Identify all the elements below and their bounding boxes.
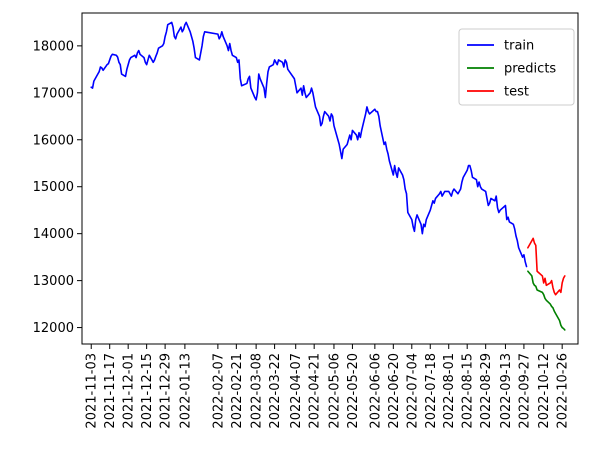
x-tick-label: 2022-04-07: [289, 353, 304, 429]
x-tick-label: 2022-07-04: [405, 353, 420, 429]
x-tick-label: 2022-08-15: [461, 353, 476, 429]
x-axis: 2021-11-03 2021-11-17 2021-12-01 2021-12-15…: [85, 344, 571, 429]
y-tick-label: 15000: [33, 180, 74, 195]
legend: train predicts test: [458, 28, 575, 106]
legend-label-predicts: predicts: [504, 62, 556, 77]
y-tick-label: 14000: [33, 227, 74, 242]
x-tick-label: 2022-10-12: [537, 353, 552, 429]
legend-box: [458, 28, 575, 106]
x-tick-label: 2021-11-03: [85, 353, 100, 429]
series-line-predicts: [527, 270, 566, 331]
plot-frame: [81, 12, 579, 345]
legend-label-train: train: [504, 39, 534, 54]
x-tick-label: 2022-04-21: [308, 353, 323, 429]
x-tick-label: 2022-08-01: [442, 353, 457, 429]
series-line-train: [90, 21, 528, 268]
x-tick-label: 2022-03-08: [250, 353, 265, 429]
series-line-test: [527, 237, 566, 296]
x-tick-label: 2022-10-26: [556, 353, 571, 429]
x-tick-label: 2022-01-13: [178, 353, 193, 429]
x-tick-label: 2022-09-27: [517, 353, 532, 429]
x-tick-label: 2022-03-22: [268, 353, 283, 429]
x-tick-label: 2022-08-29: [479, 353, 494, 429]
y-tick-label: 17000: [33, 86, 74, 101]
y-axis: 12000 13000 14000 15000 16000 17000 18000: [33, 39, 82, 336]
x-tick-label: 2021-11-17: [103, 353, 118, 429]
legend-label-test: test: [504, 85, 529, 100]
x-tick-label: 2022-06-06: [368, 353, 383, 429]
x-tick-label: 2021-12-01: [122, 353, 137, 429]
y-tick-label: 18000: [33, 39, 74, 54]
x-tick-label: 2022-09-13: [499, 353, 514, 429]
x-tick-label: 2022-02-21: [230, 353, 245, 429]
x-tick-label: 2022-06-20: [387, 353, 402, 429]
y-tick-label: 12000: [33, 321, 74, 336]
y-tick-label: 13000: [33, 274, 74, 289]
x-tick-label: 2021-12-15: [140, 353, 155, 429]
y-tick-label: 16000: [33, 133, 74, 148]
x-tick-label: 2022-05-20: [346, 353, 361, 429]
x-tick-label: 2022-02-07: [211, 353, 226, 429]
x-tick-label: 2022-07-18: [424, 353, 439, 429]
x-tick-label: 2022-05-06: [327, 353, 342, 429]
series-layer: [90, 21, 566, 331]
x-tick-label: 2021-12-29: [159, 353, 174, 429]
